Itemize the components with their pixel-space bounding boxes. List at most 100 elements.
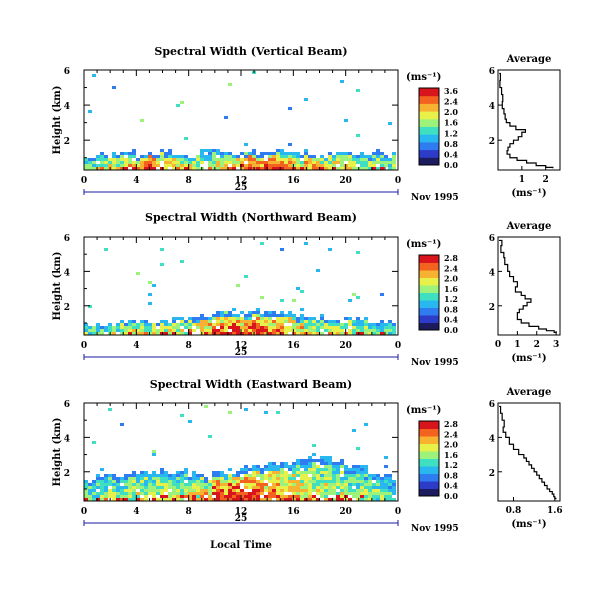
average-profile-line: [499, 405, 557, 500]
y-tick-label: 6: [64, 400, 70, 410]
y-tick-label: 2: [64, 469, 70, 479]
average-y-tick: 4: [489, 434, 495, 444]
colorbar-tick-label: 0.0: [444, 160, 458, 170]
panel-title: Spectral Width (Northward Beam): [145, 211, 357, 224]
average-profile-panel: Average 6 4 2 0.8 1.6(ms⁻¹): [489, 387, 563, 530]
average-profile-line: [498, 239, 557, 334]
x-axis-label: Local Time: [210, 540, 272, 551]
average-title: Average: [506, 221, 552, 232]
average-y-tick: 2: [489, 303, 495, 313]
colorbar-tick-label: 2.4: [444, 97, 458, 107]
x-tick-label: 0: [81, 341, 87, 351]
colorbar-tick-label: 1.6: [444, 284, 458, 294]
x-tick-label: 12: [235, 507, 248, 517]
average-x-tick: 2: [534, 340, 540, 350]
colorbar-tick-label: 1.6: [444, 118, 458, 128]
colorbar: 2.82.42.01.61.20.80.40.0: [418, 253, 458, 335]
average-x-tick: 0: [495, 340, 501, 350]
x-tick-label: 16: [287, 176, 300, 186]
average-profile-panel: Average 6 4 2 0 1 2 3 (ms⁻¹): [489, 221, 561, 364]
heatmap-panel: Spectral Width (Northward Beam)0 4 8 12 16 20…: [52, 211, 561, 368]
x-tick-label: 0: [395, 176, 401, 186]
heatmap-cells: [84, 405, 396, 501]
average-x-tick: 1.6: [547, 506, 563, 516]
panel-title: Spectral Width (Eastward Beam): [150, 378, 352, 391]
colorbar-tick-label: 3.6: [444, 86, 458, 96]
colorbar-tick-label: 0.4: [444, 315, 458, 325]
average-unit: (ms⁻¹): [511, 188, 546, 199]
average-frame: [497, 236, 561, 336]
colorbar-tick-label: 1.2: [444, 460, 458, 470]
y-tick-label: 4: [64, 102, 70, 112]
average-y-tick: 4: [489, 102, 495, 112]
colorbar-tick-label: 2.0: [444, 440, 458, 450]
average-title: Average: [506, 54, 552, 65]
x-tick-label: 20: [339, 341, 352, 351]
colorbar-tick-label: 2.8: [444, 419, 458, 429]
average-y-tick: 6: [489, 234, 495, 244]
average-x-tick: 1: [514, 340, 520, 350]
colorbar-tick-label: 0.8: [444, 139, 458, 149]
colorbar-tick-label: 1.6: [444, 450, 458, 460]
x-tick-label: 12: [235, 341, 248, 351]
colorbar-tick-label: 0.8: [444, 470, 458, 480]
x-tick-label: 8: [186, 176, 192, 186]
panel-title: Spectral Width (Vertical Beam): [154, 45, 347, 58]
x-tick-label: 0: [81, 176, 87, 186]
date-label: Nov 1995: [411, 524, 459, 534]
x-tick-label: 0: [395, 507, 401, 517]
colorbar-tick-label: 2.8: [444, 253, 458, 263]
date-label: Nov 1995: [411, 358, 459, 368]
x-tick-label: 8: [186, 507, 192, 517]
colorbar-tick-label: 2.0: [444, 274, 458, 284]
x-tick-label: 4: [133, 341, 139, 351]
average-x-tick: 2: [543, 175, 549, 185]
x-tick-label: 12: [235, 176, 248, 186]
average-y-tick: 6: [489, 400, 495, 410]
average-frame: [497, 402, 561, 502]
x-tick-label: 20: [339, 507, 352, 517]
average-y-tick: 2: [489, 469, 495, 479]
day-label: 25: [235, 348, 248, 358]
colorbar-tick-label: 0.4: [444, 481, 458, 491]
y-tick-label: 2: [64, 137, 70, 147]
heatmap-cells: [84, 71, 396, 170]
average-y-tick: 2: [489, 137, 495, 147]
heatmap-panel: Spectral Width (Vertical Beam)0 4 8 12 16 20 0…: [52, 45, 561, 203]
average-x-tick: 3: [553, 340, 559, 350]
colorbar-unit: (ms⁻¹): [406, 405, 441, 416]
colorbar-tick-label: 0.0: [444, 491, 458, 501]
y-axis-label: Height (km): [52, 86, 63, 155]
colorbar-tick-label: 1.2: [444, 294, 458, 304]
average-title: Average: [506, 387, 552, 398]
colorbar-tick-label: 1.2: [444, 128, 458, 138]
x-tick-label: 20: [339, 176, 352, 186]
colorbar-tick-label: 0.0: [444, 325, 458, 335]
colorbar: 2.82.42.01.61.20.80.40.0: [418, 419, 458, 501]
average-unit: (ms⁻¹): [511, 519, 546, 530]
average-x-tick: 1: [519, 175, 525, 185]
average-profile-line: [499, 72, 554, 169]
x-tick-label: 16: [287, 341, 300, 351]
colorbar-tick-label: 0.8: [444, 304, 458, 314]
day-label: 25: [235, 514, 248, 524]
x-tick-label: 0: [81, 507, 87, 517]
average-x-tick: 0.8: [506, 506, 522, 516]
heatmap-cells: [84, 242, 396, 335]
y-axis-label: Height (km): [52, 252, 63, 321]
average-y-tick: 6: [489, 67, 495, 77]
colorbar-tick-label: 0.4: [444, 149, 458, 159]
colorbar-unit: (ms⁻¹): [406, 72, 441, 83]
x-tick-label: 4: [133, 507, 139, 517]
y-tick-label: 6: [64, 234, 70, 244]
heatmap-panel: Spectral Width (Eastward Beam)0 4 8 12 16 20 0…: [52, 378, 563, 534]
colorbar: 3.62.42.01.61.20.80.40.0: [418, 86, 458, 170]
x-tick-label: 8: [186, 341, 192, 351]
average-frame: [497, 69, 561, 171]
x-tick-label: 16: [287, 507, 300, 517]
y-axis-label: Height (km): [52, 418, 63, 487]
colorbar-tick-label: 2.4: [444, 263, 458, 273]
y-tick-label: 4: [64, 268, 70, 278]
x-tick-label: 4: [133, 176, 139, 186]
